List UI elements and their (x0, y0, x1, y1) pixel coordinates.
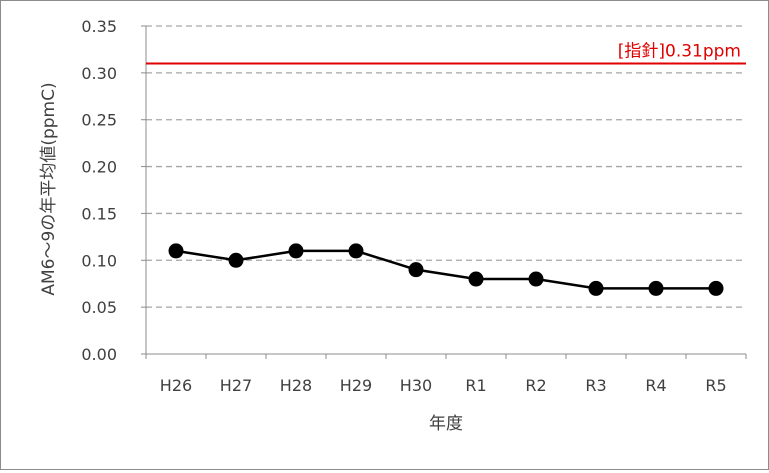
y-axis-label: AM6～9の年平均値(ppmC) (39, 82, 59, 295)
data-point (288, 243, 304, 259)
data-point (408, 262, 424, 278)
y-tick-label: 0.30 (81, 64, 117, 83)
x-tick-label: R5 (705, 376, 726, 395)
x-tick-label: R3 (585, 376, 606, 395)
x-axis-label: 年度 (429, 414, 463, 434)
data-point (528, 271, 544, 287)
x-tick-labels: H26 H27 H28 H29 H30 R1 R2 R3 R4 R5 (160, 376, 727, 395)
data-point (708, 280, 724, 296)
data-point (648, 280, 664, 296)
y-tick-label: 0.05 (81, 298, 117, 317)
series-line (175, 249, 716, 290)
y-tick-label: 0.15 (81, 204, 117, 223)
gridlines (146, 25, 746, 308)
y-tick-label: 0.20 (81, 158, 117, 177)
reference-line-group: [指針]0.31ppm (146, 41, 746, 65)
y-tick-labels: 0.00 0.05 0.10 0.15 0.20 0.25 0.30 0.35 (81, 17, 117, 364)
x-tick-label: R1 (465, 376, 486, 395)
y-tick-label: 0.25 (81, 111, 117, 130)
x-tick-label: H30 (400, 376, 432, 395)
data-point (588, 280, 604, 296)
y-tick-label: 0.35 (81, 17, 117, 36)
x-tick-label: H27 (220, 376, 252, 395)
reference-line-label: [指針]0.31ppm (618, 41, 741, 61)
data-point (228, 252, 244, 268)
y-tick-label: 0.00 (81, 345, 117, 364)
x-tick-label: R2 (525, 376, 546, 395)
x-tick-label: R4 (645, 376, 666, 395)
y-tick-label: 0.10 (81, 251, 117, 270)
x-tick-label: H29 (340, 376, 372, 395)
axes (141, 25, 747, 359)
x-tick-label: H26 (160, 376, 192, 395)
series-group (168, 243, 724, 296)
data-point (168, 243, 184, 259)
data-point (348, 243, 364, 259)
x-tick-label: H28 (280, 376, 312, 395)
data-point (468, 271, 484, 287)
